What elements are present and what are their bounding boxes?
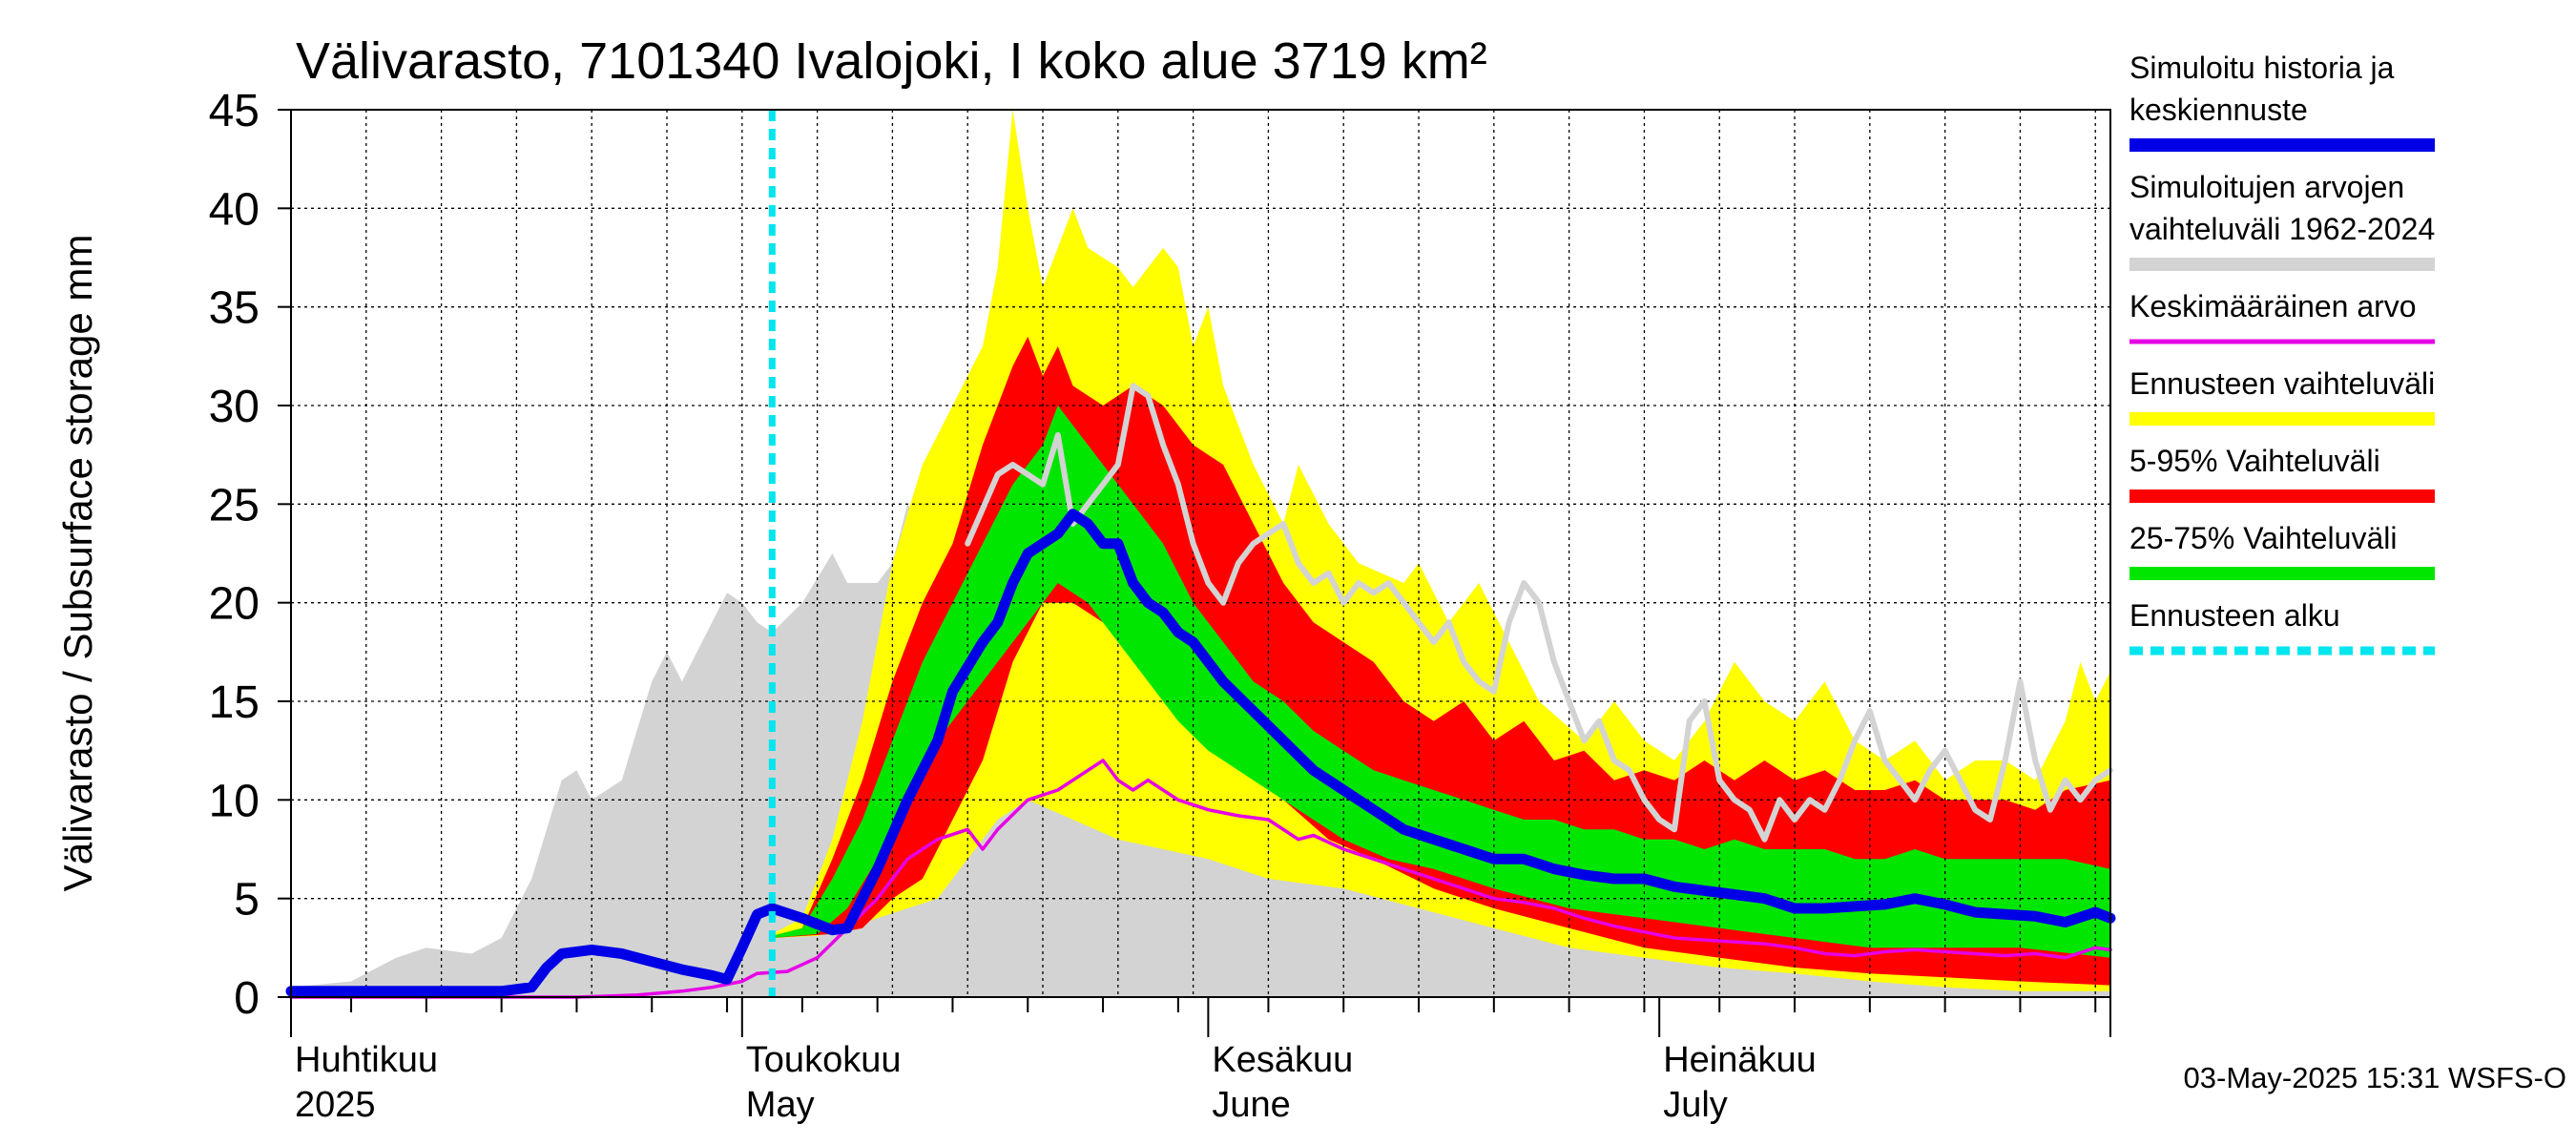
y-tick-label: 35 (209, 283, 260, 334)
legend-label: keskiennuste (2129, 93, 2308, 127)
legend-label: Simuloitu historia ja (2129, 51, 2395, 85)
x-month-label: Huhtikuu (295, 1040, 438, 1080)
timestamp-footer: 03-May-2025 15:31 WSFS-O (2184, 1061, 2566, 1094)
legend-label: 25-75% Vaihteluväli (2129, 521, 2397, 555)
plot-frame (290, 109, 2111, 998)
x-month-sublabel: June (1212, 1085, 1290, 1125)
historical-range-band (291, 504, 2110, 997)
legend: Simuloitu historia ja keskiennuste Simuloi… (2129, 51, 2435, 656)
x-month-label: Heinäkuu (1663, 1040, 1817, 1080)
legend-label: 5-95% Vaihteluväli (2129, 444, 2380, 478)
x-month-label: Kesäkuu (1212, 1040, 1353, 1080)
y-tick-label: 30 (209, 382, 260, 432)
chart-title: Välivarasto, 7101340 Ivalojoki, I koko a… (296, 32, 1487, 90)
x-month-sublabel: 2025 (295, 1085, 376, 1125)
y-tick-label: 20 (209, 579, 260, 630)
x-month-sublabel: July (1663, 1085, 1728, 1125)
x-axis: Huhtikuu 2025 Toukokuu May Kesäkuu June Heinäk… (290, 997, 2111, 1125)
y-axis-label: Välivarasto / Subsurface storage mm (55, 235, 100, 892)
y-axis: 0 5 10 15 20 25 30 35 40 45 (209, 86, 291, 1024)
y-tick-label: 45 (209, 86, 260, 136)
plot-area (285, 109, 2116, 999)
legend-label: Ennusteen vaihteluväli (2129, 366, 2435, 401)
legend-label: Ennusteen alku (2129, 598, 2340, 633)
y-tick-label: 10 (209, 776, 260, 826)
y-tick-label: 15 (209, 677, 260, 728)
y-tick-label: 40 (209, 184, 260, 235)
legend-label: Keskimääräinen arvo (2129, 289, 2417, 323)
y-tick-label: 0 (234, 973, 260, 1024)
x-month-label: Toukokuu (746, 1040, 902, 1080)
x-month-sublabel: May (746, 1085, 815, 1125)
y-tick-label: 5 (234, 875, 260, 926)
legend-label: vaihteluväli 1962-2024 (2129, 212, 2435, 246)
grid (291, 110, 2110, 997)
legend-label: Simuloitujen arvojen (2129, 170, 2404, 204)
history-forecast-line (285, 509, 2116, 997)
simulated-range-line (965, 383, 2113, 843)
y-tick-label: 25 (209, 480, 260, 531)
